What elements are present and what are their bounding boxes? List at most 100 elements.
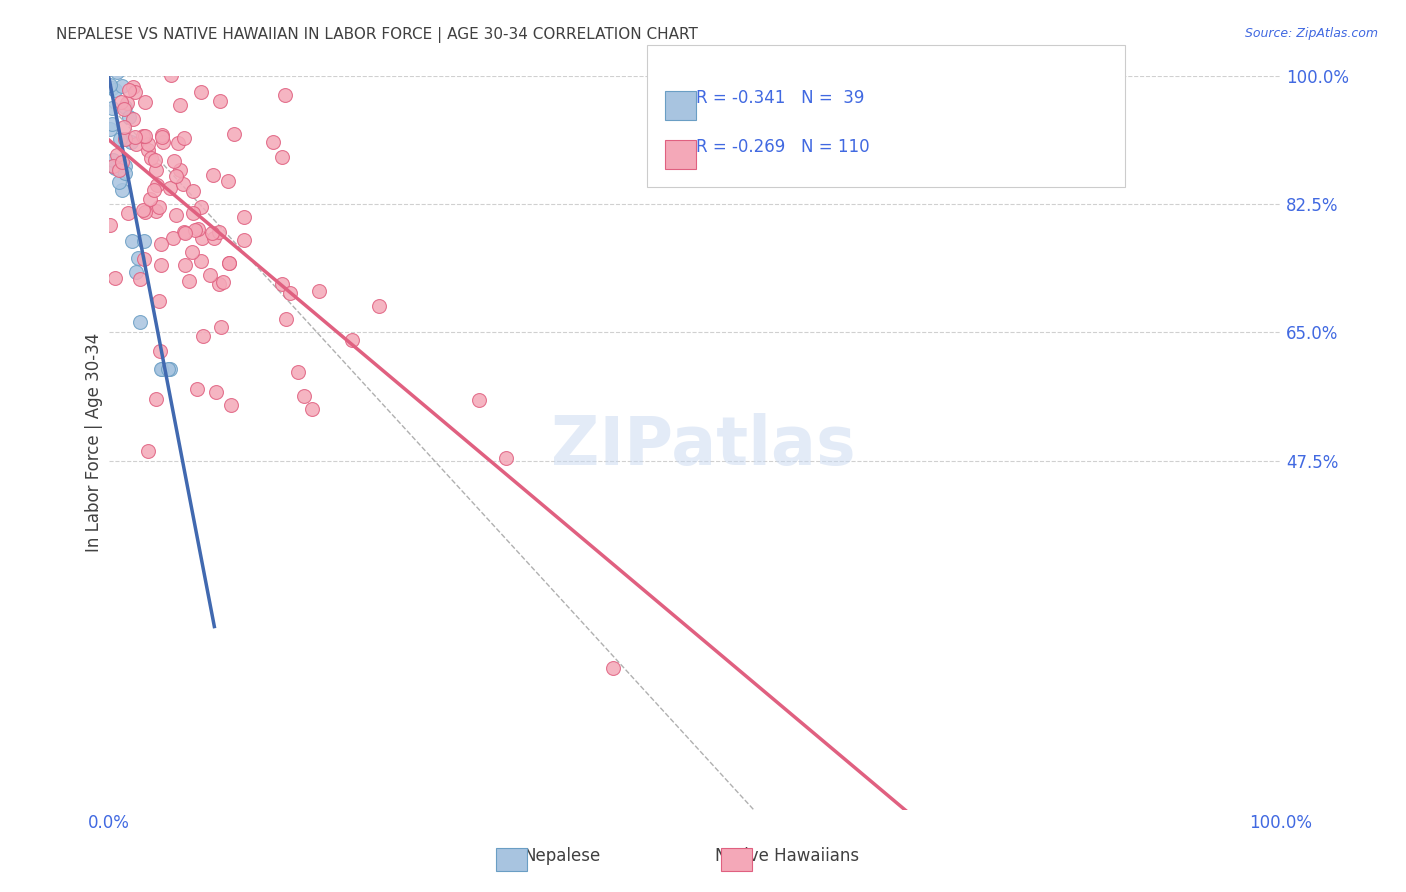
Nepalese (111, 183, 134, 197)
Native Hawaiians (110, 95, 132, 109)
Native Hawaiians (149, 259, 172, 273)
Native Hawaiians (107, 61, 129, 75)
Native Hawaiians (201, 168, 224, 182)
Nepalese (104, 83, 127, 97)
Native Hawaiians (152, 135, 174, 149)
Native Hawaiians (136, 443, 159, 458)
Native Hawaiians (271, 277, 294, 292)
Native Hawaiians (200, 268, 222, 282)
Native Hawaiians (159, 181, 181, 195)
Native Hawaiians (150, 129, 173, 144)
Native Hawaiians (145, 204, 167, 219)
Native Hawaiians (191, 231, 214, 245)
Nepalese (134, 234, 156, 248)
Native Hawaiians (209, 319, 232, 334)
Text: R = -0.269   N = 110: R = -0.269 N = 110 (696, 138, 869, 156)
Native Hawaiians (468, 392, 491, 407)
Native Hawaiians (145, 162, 167, 177)
Native Hawaiians (124, 129, 146, 144)
Native Hawaiians (173, 131, 195, 145)
Native Hawaiians (104, 270, 127, 285)
Nepalese (104, 61, 127, 75)
Native Hawaiians (129, 272, 152, 286)
Native Hawaiians (187, 222, 209, 236)
Native Hawaiians (163, 153, 186, 168)
Native Hawaiians (233, 233, 256, 247)
Native Hawaiians (114, 103, 136, 117)
Native Hawaiians (174, 258, 197, 272)
Nepalese (110, 78, 132, 93)
Native Hawaiians (202, 231, 225, 245)
Nepalese (101, 101, 124, 115)
Native Hawaiians (208, 226, 231, 240)
Native Hawaiians (193, 329, 215, 343)
Nepalese (98, 121, 121, 136)
Native Hawaiians (218, 256, 240, 270)
Native Hawaiians (276, 312, 298, 326)
Nepalese (120, 135, 142, 149)
Native Hawaiians (136, 136, 159, 151)
Native Hawaiians (201, 226, 224, 240)
Native Hawaiians (108, 163, 131, 178)
Native Hawaiians (205, 61, 228, 75)
Native Hawaiians (139, 61, 162, 75)
Native Hawaiians (145, 392, 167, 406)
Nepalese (125, 265, 148, 279)
Native Hawaiians (602, 661, 624, 675)
Native Hawaiians (190, 85, 212, 99)
Native Hawaiians (101, 159, 124, 173)
Native Hawaiians (139, 192, 162, 206)
Native Hawaiians (162, 231, 184, 245)
Native Hawaiians (173, 227, 195, 241)
Nepalese (150, 362, 173, 376)
Text: R = -0.341   N =  39: R = -0.341 N = 39 (696, 89, 865, 107)
Native Hawaiians (224, 127, 246, 141)
Native Hawaiians (159, 68, 181, 82)
Native Hawaiians (132, 202, 155, 217)
Nepalese (107, 175, 129, 189)
Native Hawaiians (173, 225, 195, 239)
Native Hawaiians (340, 334, 363, 348)
Native Hawaiians (107, 61, 129, 75)
Nepalese (129, 315, 152, 329)
Nepalese (101, 61, 124, 75)
Native Hawaiians (145, 178, 167, 192)
Native Hawaiians (115, 95, 138, 110)
Native Hawaiians (212, 275, 235, 289)
Native Hawaiians (148, 200, 170, 214)
Native Hawaiians (117, 205, 139, 219)
Native Hawaiians (308, 284, 330, 298)
Native Hawaiians (190, 200, 212, 214)
Native Hawaiians (292, 389, 315, 403)
Native Hawaiians (110, 61, 132, 75)
Native Hawaiians (273, 87, 295, 102)
Native Hawaiians (149, 237, 172, 252)
Native Hawaiians (143, 153, 166, 167)
Native Hawaiians (180, 244, 202, 259)
Nepalese (114, 100, 136, 114)
Native Hawaiians (124, 86, 146, 100)
Native Hawaiians (118, 83, 141, 97)
Native Hawaiians (112, 120, 135, 135)
Nepalese (101, 159, 124, 173)
Native Hawaiians (172, 178, 194, 192)
Native Hawaiians (150, 128, 173, 142)
Native Hawaiians (262, 135, 284, 149)
Nepalese (98, 78, 121, 92)
Native Hawaiians (165, 169, 187, 183)
Nepalese (105, 157, 128, 171)
Native Hawaiians (190, 254, 212, 268)
Native Hawaiians (270, 150, 292, 164)
Native Hawaiians (125, 136, 148, 151)
Native Hawaiians (105, 148, 128, 162)
Native Hawaiians (232, 211, 254, 225)
Native Hawaiians (186, 382, 208, 396)
Nepalese (150, 362, 173, 376)
Native Hawaiians (218, 61, 240, 75)
Nepalese (101, 61, 124, 75)
Native Hawaiians (132, 252, 155, 267)
Nepalese (100, 61, 122, 75)
Native Hawaiians (148, 293, 170, 308)
Nepalese (121, 234, 143, 248)
Text: Source: ZipAtlas.com: Source: ZipAtlas.com (1244, 27, 1378, 40)
